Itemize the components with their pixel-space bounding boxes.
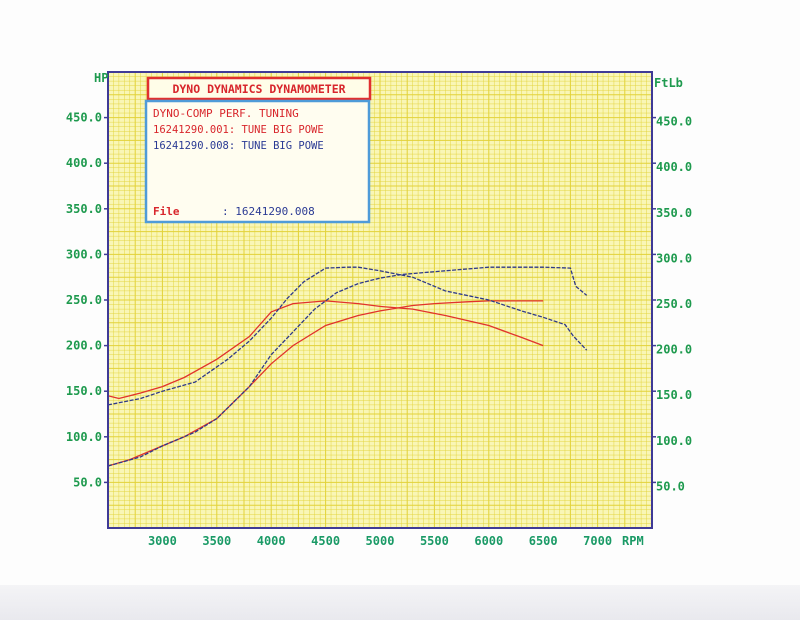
- chart-title: DYNO DYNAMICS DYNAMOMETER: [172, 82, 345, 96]
- grid: [108, 72, 652, 528]
- right-tick-label: 150.0: [656, 388, 692, 402]
- left-tick-label: 350.0: [66, 202, 102, 216]
- right-tick-label: 200.0: [656, 343, 692, 357]
- legend-header: DYNO-COMP PERF. TUNING: [153, 107, 299, 120]
- legend-box-frame: [144, 99, 371, 224]
- series-lines: [107, 266, 588, 467]
- right-tick-label: 300.0: [656, 251, 692, 265]
- title-box: DYNO DYNAMICS DYNAMOMETER: [146, 76, 372, 101]
- left-tick-label: 50.0: [73, 475, 102, 489]
- x-tick-label: 6000: [474, 534, 503, 548]
- left-tick-label: 150.0: [66, 384, 102, 398]
- scanner-bottom-band: [0, 585, 800, 620]
- legend-box: DYNO-COMP PERF. TUNING 16241290.001: TUN…: [144, 99, 371, 224]
- x-axis-label: RPM: [622, 534, 644, 548]
- left-tick-label: 250.0: [66, 293, 102, 307]
- left-tick-label: 200.0: [66, 339, 102, 353]
- left-tick-label: 100.0: [66, 430, 102, 444]
- legend-run-blue: 16241290.008: TUNE BIG POWE: [153, 140, 324, 152]
- right-tick-label: 350.0: [656, 206, 692, 220]
- series-line-blue-4: [107, 266, 588, 406]
- legend-file-label: File: [153, 205, 180, 218]
- right-axis-label: FtLb: [654, 76, 683, 90]
- legend-run-red: 16241290.001: TUNE BIG POWE: [153, 124, 324, 136]
- x-tick-label: 6500: [529, 534, 558, 548]
- legend-file-value: : 16241290.008: [222, 205, 315, 218]
- x-tick-label: 4500: [311, 534, 340, 548]
- x-tick-label: 5000: [366, 534, 395, 548]
- tick-labels: 50.0 100.0 150.0 200.0 250.0 300.0 350.0 400.0 4…: [66, 111, 692, 548]
- right-tick-label: 50.0: [656, 479, 685, 493]
- series-line-red-2: [107, 300, 544, 400]
- left-tick-label: 300.0: [66, 247, 102, 261]
- left-tick-label: 400.0: [66, 156, 102, 170]
- right-tick-label: 250.0: [656, 297, 692, 311]
- x-tick-label: 4000: [257, 534, 286, 548]
- right-tick-label: 400.0: [656, 160, 692, 174]
- right-tick-label: 100.0: [656, 434, 692, 448]
- x-tick-label: 5500: [420, 534, 449, 548]
- left-tick-label: 450.0: [66, 111, 102, 125]
- series-line-blue-3: [107, 266, 588, 467]
- title-box-frame: [146, 76, 372, 101]
- left-axis-label: HP: [94, 71, 108, 85]
- right-tick-label: 450.0: [656, 115, 692, 129]
- x-tick-label: 7000: [583, 534, 612, 548]
- x-tick-label: 3000: [148, 534, 177, 548]
- x-tick-label: 3500: [202, 534, 231, 548]
